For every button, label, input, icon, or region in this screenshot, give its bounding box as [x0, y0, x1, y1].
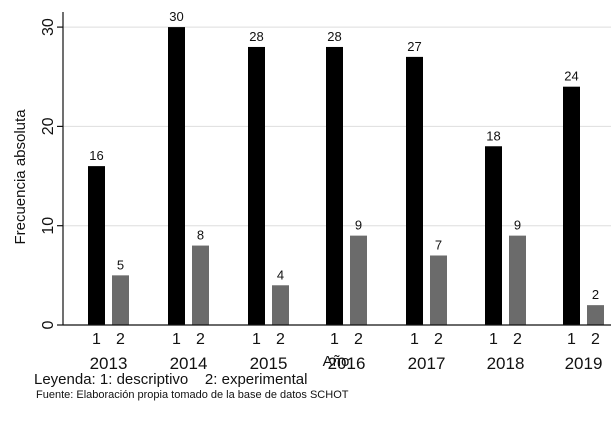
bar-value-label: 16 — [89, 148, 103, 163]
bar-value-label: 24 — [564, 69, 578, 84]
bar — [192, 245, 209, 325]
bar-value-label: 18 — [486, 128, 500, 143]
bar-value-label: 30 — [169, 9, 183, 24]
group-label: 2013 — [90, 354, 128, 370]
bar-value-label: 28 — [327, 29, 341, 44]
category-label: 1 — [567, 331, 576, 348]
source-text: Fuente: Elaboración propia tomado de la … — [36, 389, 349, 401]
bar-value-label: 9 — [514, 218, 521, 233]
bar — [563, 86, 580, 326]
bar-value-label: 28 — [249, 29, 263, 44]
legend-text: Leyenda: 1: descriptivo 2: experimental — [34, 371, 308, 388]
bar — [326, 46, 343, 326]
bar-chart: 0102030161522013301822014281422015281922… — [12, 9, 611, 370]
labels: 0102030161522013301822014281422015281922… — [40, 9, 602, 370]
bar-value-label: 9 — [355, 218, 362, 233]
bar-value-label: 27 — [407, 39, 421, 54]
group-label: 2019 — [565, 354, 603, 370]
category-label: 1 — [92, 331, 101, 348]
category-label: 1 — [330, 331, 339, 348]
category-label: 2 — [354, 331, 363, 348]
group-label: 2016 — [328, 354, 366, 370]
x-axis-title: Año — [323, 353, 350, 370]
bar — [587, 305, 604, 325]
category-label: 1 — [172, 331, 181, 348]
bar — [272, 285, 289, 325]
bar-value-label: 8 — [197, 228, 204, 243]
group-label: 2014 — [170, 354, 208, 370]
group-label: 2018 — [487, 354, 525, 370]
bar-value-label: 5 — [117, 257, 124, 272]
category-label: 1 — [410, 331, 419, 348]
y-tick-label: 20 — [40, 117, 57, 135]
group-label: 2017 — [408, 354, 446, 370]
bar — [112, 275, 129, 325]
bar — [350, 235, 367, 325]
category-label: 1 — [252, 331, 261, 348]
category-label: 2 — [591, 331, 600, 348]
bar — [88, 166, 105, 325]
category-label: 2 — [116, 331, 125, 348]
bars — [88, 27, 604, 326]
y-tick-label: 0 — [40, 320, 57, 329]
bar-value-label: 7 — [435, 237, 442, 252]
bar — [248, 46, 265, 326]
bar — [430, 255, 447, 325]
category-label: 2 — [434, 331, 443, 348]
y-tick-label: 10 — [40, 217, 57, 235]
category-label: 2 — [196, 331, 205, 348]
bar-value-label: 2 — [592, 287, 599, 302]
bar — [485, 146, 502, 325]
bar — [509, 235, 526, 325]
bar — [406, 56, 423, 325]
category-label: 2 — [276, 331, 285, 348]
y-axis-title: Frecuencia absoluta — [12, 109, 29, 245]
category-label: 2 — [513, 331, 522, 348]
axes — [57, 12, 611, 326]
bar-value-label: 4 — [277, 267, 284, 282]
y-tick-label: 30 — [40, 18, 57, 36]
bar — [168, 27, 185, 325]
category-label: 1 — [489, 331, 498, 348]
group-label: 2015 — [250, 354, 288, 370]
